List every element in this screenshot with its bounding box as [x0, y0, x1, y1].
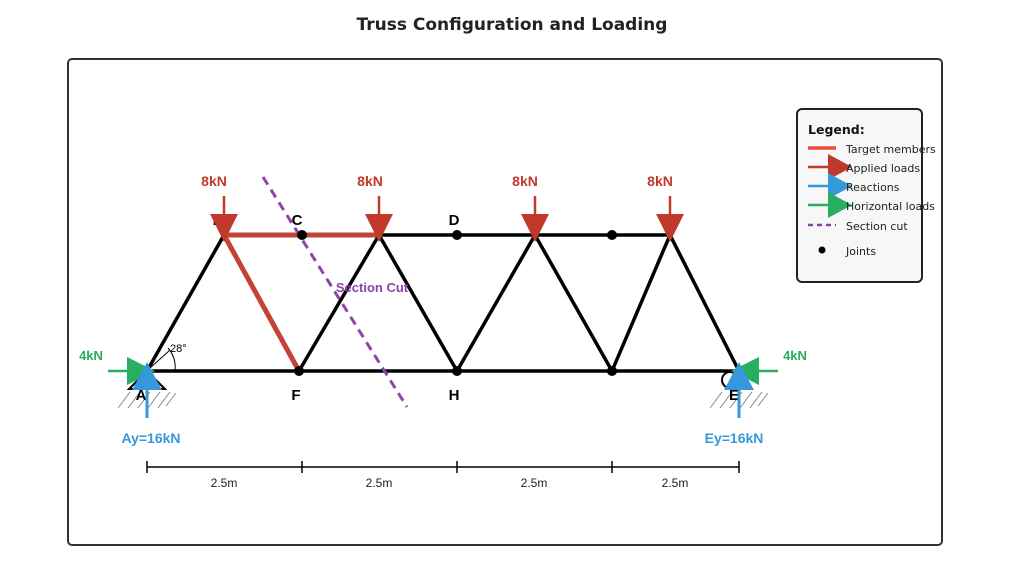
reaction-label-right: Ey=16kN	[705, 430, 764, 446]
joint-label-d: D	[449, 212, 460, 229]
legend: Legend: Target members Applied loads Rea…	[796, 108, 936, 283]
applied-loads	[210, 196, 684, 242]
applied-load-label: 8kN	[512, 173, 538, 189]
horizontal-load-swatch-icon	[808, 192, 852, 218]
angle-label: 28°	[170, 343, 187, 355]
joint-label-a: A	[136, 387, 147, 404]
section-cut-label: Section Cut	[336, 280, 409, 295]
reaction-arrow-right	[724, 362, 754, 418]
load-arrow-icon	[365, 196, 393, 242]
applied-load-label: 8kN	[647, 173, 673, 189]
joint-swatch-icon	[818, 246, 826, 254]
reaction-label-left: Ay=16kN	[121, 430, 180, 446]
reaction-arrow-left	[132, 362, 162, 418]
legend-item-applied-loads: Applied loads	[846, 162, 921, 175]
horizontal-load-right	[731, 357, 778, 385]
legend-item-horizontal-loads: Horizontal loads	[846, 200, 935, 213]
section-cut-line	[261, 176, 409, 408]
joint-label-c: C	[292, 212, 303, 229]
horizontal-load-label-right: 4kN	[783, 348, 807, 363]
applied-load-label: 8kN	[201, 173, 227, 189]
dimension-label: 2.5m	[211, 476, 238, 490]
applied-load-swatch-icon	[808, 154, 852, 180]
legend-item-joints: Joints	[846, 245, 877, 258]
reaction-swatch-icon	[808, 173, 852, 199]
horizontal-load-left	[108, 357, 155, 385]
load-arrow-icon	[521, 196, 549, 242]
horizontal-load-label-left: 4kN	[79, 348, 103, 363]
load-arrow-icon	[656, 196, 684, 242]
truss-members	[145, 233, 741, 373]
joints	[294, 230, 617, 376]
figure-title: Truss Configuration and Loading	[356, 15, 668, 35]
legend-item-section-cut: Section cut	[846, 220, 908, 233]
legend-heading: Legend:	[808, 122, 865, 137]
target-members	[221, 232, 382, 374]
joint-label-f: F	[291, 387, 300, 404]
legend-item-reactions: Reactions	[846, 181, 900, 194]
joint-label-e: E	[729, 387, 739, 404]
dimension-label: 2.5m	[521, 476, 548, 490]
dimension-label: 2.5m	[662, 476, 689, 490]
dimension-line	[146, 461, 740, 473]
applied-load-label: 8kN	[357, 173, 383, 189]
legend-symbols	[808, 146, 852, 254]
dimension-label: 2.5m	[366, 476, 393, 490]
legend-item-target-members: Target members	[846, 143, 936, 156]
load-arrow-icon	[210, 196, 238, 242]
angle-arc	[167, 347, 176, 372]
joint-label-h: H	[449, 387, 460, 404]
